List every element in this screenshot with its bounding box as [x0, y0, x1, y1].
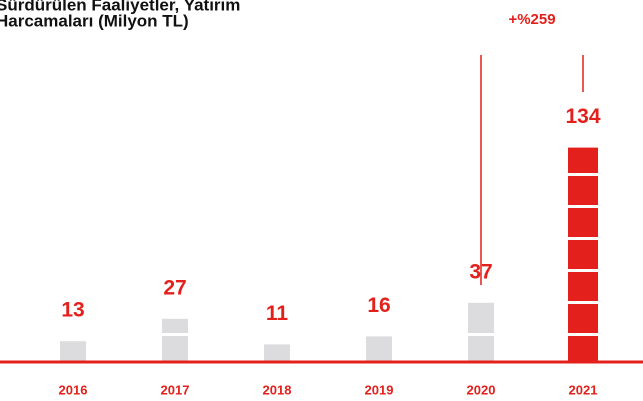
- value-label: 13: [61, 299, 84, 322]
- x-tick-label: 2019: [365, 382, 394, 397]
- bar-gap: [567, 237, 599, 240]
- bar-gap: [567, 269, 599, 272]
- x-tick-label: 2018: [263, 382, 292, 397]
- x-tick-label: 2021: [569, 382, 598, 397]
- bar: [264, 344, 290, 362]
- chart-title-line-1: Sürdürülen Faaliyetler, Yatırım: [0, 0, 240, 14]
- bar-gap: [567, 205, 599, 208]
- value-label: 11: [266, 302, 289, 325]
- bar: [468, 302, 494, 362]
- value-label: 134: [565, 105, 600, 128]
- annotation: +%259: [508, 11, 555, 28]
- x-tick-label: 2017: [161, 382, 190, 397]
- bar: [60, 341, 86, 362]
- x-tick-label: 2016: [59, 382, 88, 397]
- bar-gap: [567, 301, 599, 304]
- bar: [162, 318, 188, 362]
- bar: [568, 147, 598, 362]
- x-tick-label: 2020: [467, 382, 496, 397]
- value-label: 16: [367, 294, 390, 317]
- bar-gap: [467, 333, 495, 336]
- bar-gap: [567, 173, 599, 176]
- bar-gap: [161, 333, 189, 336]
- bar-gap: [567, 333, 599, 336]
- chart-title-line-2: Harcamaları (Milyon TL): [0, 11, 189, 30]
- bar: [366, 336, 392, 362]
- value-label: 27: [163, 276, 186, 299]
- value-label: 37: [469, 260, 492, 283]
